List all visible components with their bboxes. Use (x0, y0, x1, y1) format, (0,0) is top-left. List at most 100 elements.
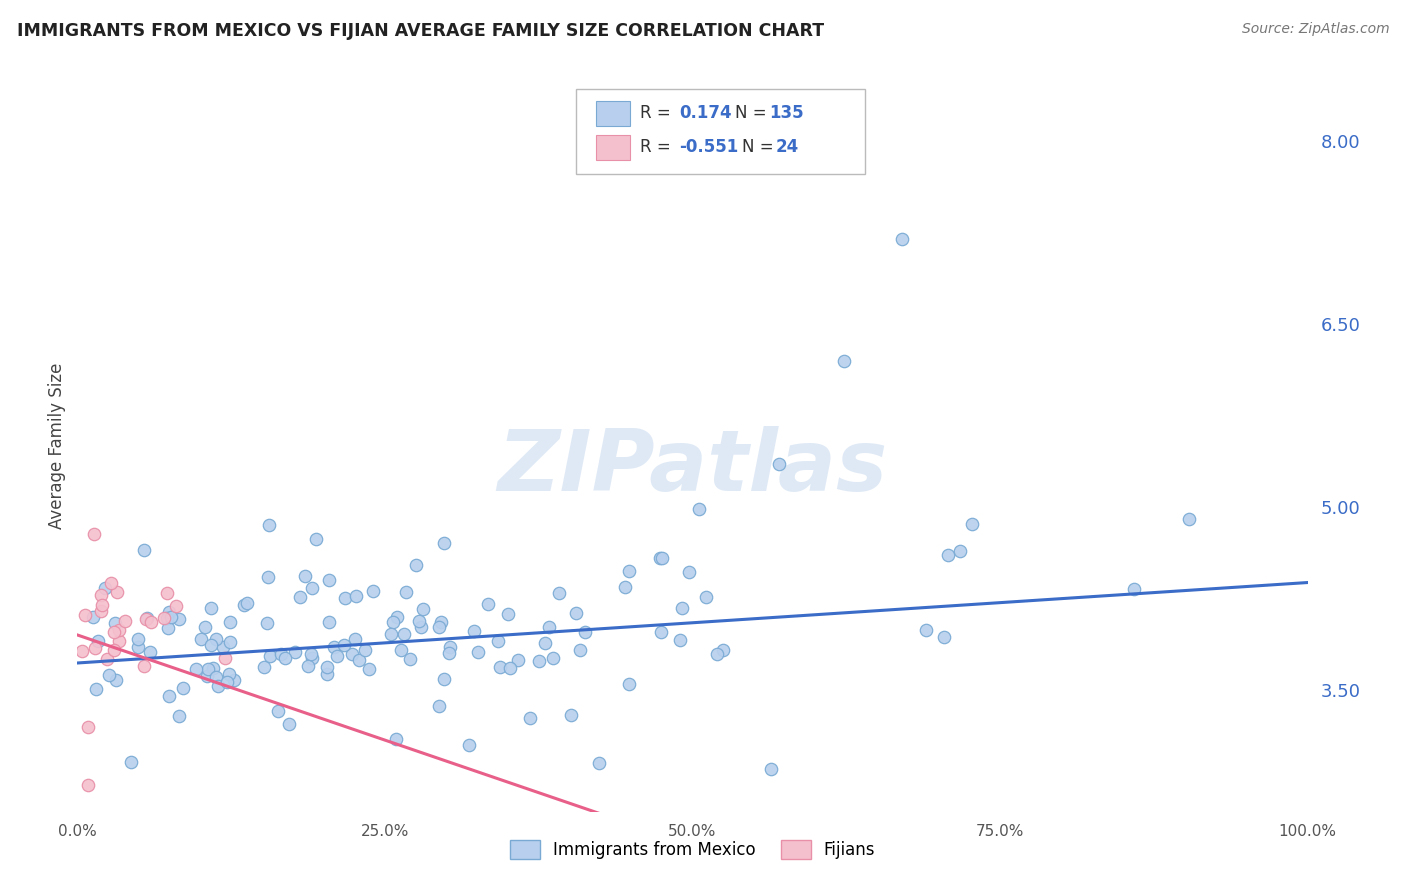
Point (467, 645, 489, 659)
Point (207, 679, 229, 693)
Point (167, 709, 190, 723)
Text: 135: 135 (769, 104, 804, 122)
Point (222, 673, 245, 687)
Point (200, 601, 222, 615)
Point (257, 570, 280, 584)
Point (332, 638, 354, 652)
Point (135, 612, 157, 626)
Point (932, 630, 955, 644)
Point (619, 677, 641, 691)
Point (344, 589, 367, 603)
Point (278, 717, 301, 731)
Point (114, 614, 136, 628)
Point (650, 624, 672, 639)
Point (94, 581, 117, 595)
Point (405, 558, 427, 572)
Point (294, 569, 316, 583)
Text: N =: N = (735, 104, 766, 122)
Point (90, 599, 112, 613)
Point (204, 670, 226, 684)
Point (135, 610, 157, 624)
Point (98, 668, 121, 682)
Point (120, 755, 142, 769)
Point (477, 597, 499, 611)
Point (1178, 512, 1201, 526)
Point (695, 591, 717, 605)
Text: R =: R = (640, 138, 671, 156)
Point (252, 660, 274, 674)
Point (458, 738, 481, 752)
Point (103, 643, 125, 657)
Point (84, 640, 107, 655)
Point (891, 232, 914, 246)
Point (127, 632, 149, 647)
Point (363, 584, 385, 599)
Point (519, 711, 541, 725)
Text: 24: 24 (776, 138, 800, 156)
Text: R =: R = (640, 104, 671, 122)
Point (381, 615, 404, 630)
Point (527, 654, 550, 668)
Point (212, 640, 235, 654)
Point (73, 607, 96, 622)
Point (322, 640, 344, 654)
Point (219, 615, 242, 629)
Point (86, 633, 108, 648)
Point (195, 669, 218, 683)
Point (218, 635, 240, 649)
Point (184, 662, 207, 676)
Point (412, 601, 434, 615)
Point (496, 607, 519, 621)
Point (157, 621, 180, 635)
Point (236, 596, 259, 610)
Point (427, 620, 450, 634)
Point (205, 632, 228, 646)
Point (270, 647, 292, 661)
Point (218, 667, 240, 681)
Text: N =: N = (742, 138, 773, 156)
Point (574, 625, 596, 640)
Point (617, 565, 640, 579)
Point (77, 778, 100, 792)
Point (77, 720, 100, 734)
Point (669, 633, 692, 648)
Point (711, 643, 734, 657)
Point (706, 647, 728, 661)
Point (537, 620, 560, 634)
Point (197, 662, 219, 676)
Point (96, 651, 118, 665)
Point (215, 675, 238, 690)
Text: 0.174: 0.174 (679, 104, 731, 122)
Point (960, 516, 983, 531)
Point (385, 610, 408, 624)
Point (72, 644, 94, 658)
Point (433, 672, 456, 686)
Point (318, 573, 340, 587)
Point (214, 650, 236, 665)
Point (761, 762, 783, 776)
Text: ZIPatlas: ZIPatlas (498, 426, 887, 509)
Point (107, 623, 129, 637)
Point (200, 638, 222, 652)
Point (433, 536, 456, 550)
Point (678, 565, 700, 579)
Point (134, 543, 156, 558)
Point (671, 601, 693, 615)
Point (394, 626, 416, 640)
Point (139, 615, 162, 629)
Point (153, 611, 176, 625)
Point (233, 598, 256, 612)
Point (259, 648, 281, 663)
Point (560, 708, 582, 723)
Point (299, 648, 322, 662)
Point (104, 673, 127, 688)
Point (316, 660, 339, 674)
Point (486, 634, 509, 648)
Point (90, 604, 112, 618)
Point (316, 667, 339, 681)
Point (301, 581, 323, 595)
Point (156, 586, 179, 600)
Point (408, 614, 430, 628)
Point (267, 704, 290, 718)
Point (167, 612, 190, 626)
